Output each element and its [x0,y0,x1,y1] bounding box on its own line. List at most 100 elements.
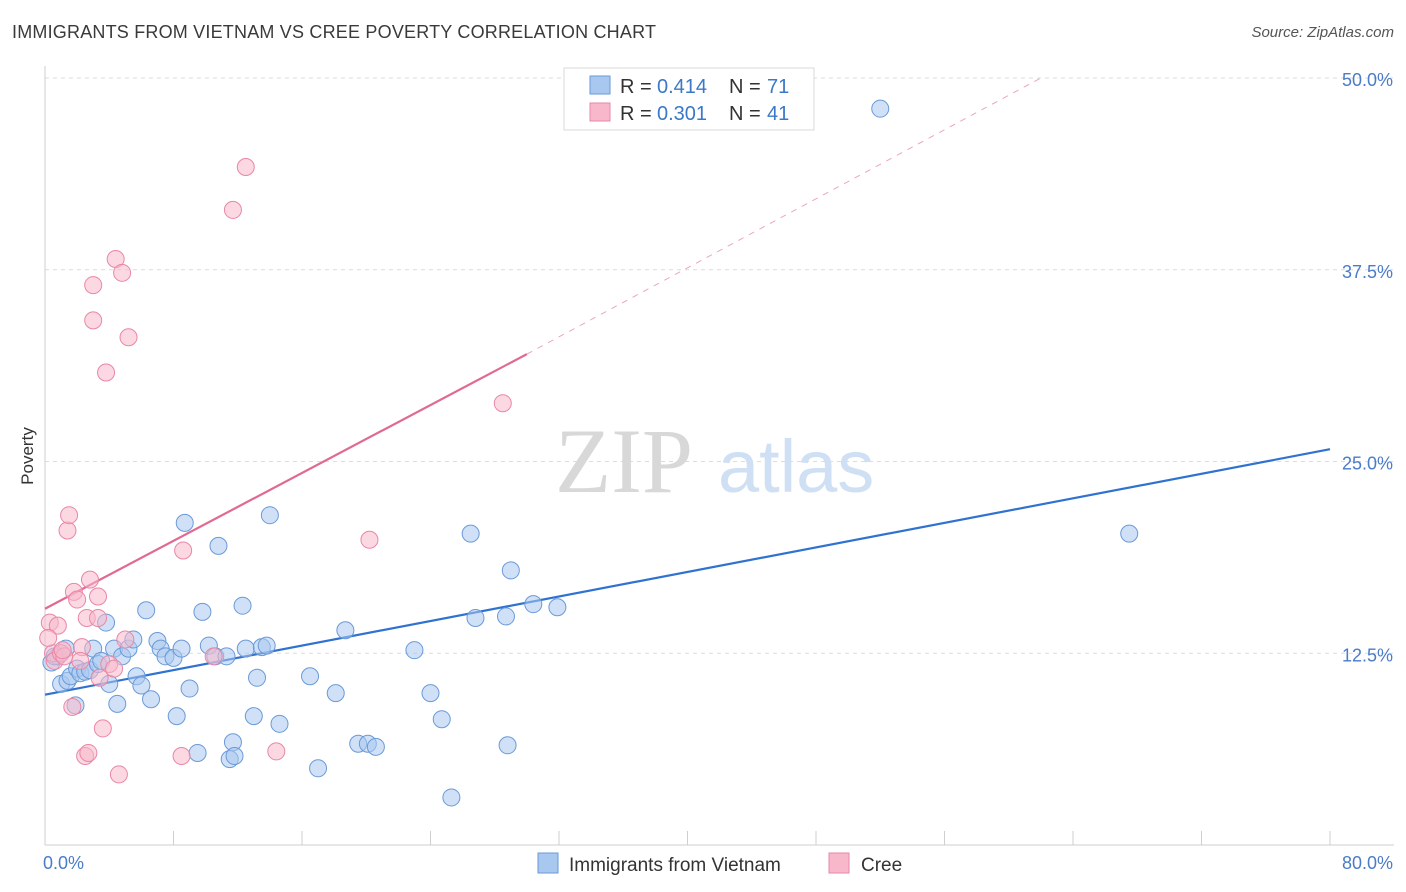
legend-r-value-1: 0.414 [657,76,707,98]
bottom-legend-label-cree: Cree [861,855,902,876]
data-point-series-1 [71,651,90,670]
data-point-series-1 [84,311,103,330]
data-point-series-1 [97,363,116,382]
data-point-series-0 [244,707,263,726]
data-point-series-1 [53,641,72,660]
data-point-series-0 [496,607,515,626]
chart-title: IMMIGRANTS FROM VIETNAM VS CREE POVERTY … [12,22,657,42]
data-point-series-1 [172,747,191,766]
data-point-series-0 [257,636,276,655]
data-point-series-0 [1120,524,1139,543]
data-point-series-1 [80,570,99,589]
data-point-series-0 [209,536,228,555]
data-point-series-0 [336,621,355,640]
data-point-series-1 [105,659,124,678]
data-point-series-1 [58,521,77,540]
legend-n-value-2: 41 [767,103,789,125]
trend-line-extension-1 [526,77,1042,355]
legend-r-label-1: R = [620,76,652,98]
data-point-series-0 [167,707,186,726]
data-point-series-0 [108,694,127,713]
data-point-series-0 [236,639,255,658]
data-point-series-0 [301,667,320,686]
data-point-series-0 [225,747,244,766]
data-point-series-1 [90,668,109,687]
data-point-series-1 [84,276,103,295]
data-point-series-1 [236,157,255,176]
data-point-series-0 [193,602,212,621]
x-tick-label-max: 80.0% [1342,853,1393,873]
data-point-series-1 [39,628,58,647]
data-point-series-1 [204,647,223,666]
data-point-series-0 [405,641,424,660]
data-point-series-1 [267,742,286,761]
legend-r-value-2: 0.301 [657,103,707,125]
data-point-series-1 [174,541,193,560]
data-point-series-0 [309,759,328,778]
axes [44,66,1394,846]
data-point-series-1 [113,263,132,282]
data-point-series-1 [60,506,79,525]
data-point-series-1 [116,630,135,649]
data-point-series-0 [501,561,520,580]
y-axis-label: Poverty [18,427,37,485]
bottom-legend-label-vietnam: Immigrants from Vietnam [569,855,781,876]
data-point-series-0 [132,676,151,695]
data-point-series-1 [119,328,138,347]
legend-n-value-1: 71 [767,76,789,98]
data-point-series-0 [260,506,279,525]
y-tick-label: 12.5% [1342,645,1393,665]
data-point-series-0 [442,788,461,807]
y-tick-label: 37.5% [1342,262,1393,282]
bottom-legend: Immigrants from Vietnam Cree [537,852,902,876]
data-point-series-0 [270,714,289,733]
bottom-legend-swatch-cree [828,852,850,874]
x-tick-label-min: 0.0% [43,853,84,873]
data-point-series-0 [172,639,191,658]
watermark: ZIP atlas [555,410,874,512]
watermark-atlas: atlas [718,425,874,508]
tick-labels: 12.5% 25.0% 37.5% 50.0% 0.0% 80.0% [43,70,1393,873]
data-point-series-0 [188,743,207,762]
legend-n-label-1: N = [729,76,761,98]
data-point-series-1 [63,697,82,716]
data-point-series-0 [466,608,485,627]
data-point-series-0 [142,690,161,709]
data-point-series-0 [432,710,451,729]
legend-r-label-2: R = [620,103,652,125]
data-point-series-1 [48,616,67,635]
bottom-legend-swatch-vietnam [537,852,559,874]
y-tick-label: 50.0% [1342,70,1393,90]
watermark-zip: ZIP [555,410,693,512]
data-points [39,99,1139,807]
data-point-series-1 [493,394,512,413]
data-point-series-0 [233,596,252,615]
chart-source: Source: ZipAtlas.com [1251,24,1394,41]
data-point-series-0 [248,668,267,687]
data-point-series-1 [223,200,242,219]
data-point-series-1 [89,608,108,627]
data-point-series-0 [548,598,567,617]
data-point-series-0 [421,684,440,703]
data-point-series-0 [871,99,890,118]
data-point-series-1 [89,587,108,606]
data-point-series-1 [109,765,128,784]
legend-box: R = 0.414 N = 71 R = 0.301 N = 41 [563,67,815,131]
y-tick-label: 25.0% [1342,454,1393,474]
legend-swatch-vietnam [589,75,611,95]
data-point-series-1 [79,743,98,762]
data-point-series-0 [366,737,385,756]
data-point-series-1 [93,719,112,738]
legend-n-label-2: N = [729,103,761,125]
trend-line-1 [44,353,528,610]
data-point-series-0 [175,513,194,532]
legend-swatch-cree [589,102,611,122]
data-point-series-0 [180,679,199,698]
data-point-series-0 [524,595,543,614]
data-point-series-0 [498,736,517,755]
data-point-series-0 [137,601,156,620]
data-point-series-0 [326,684,345,703]
data-point-series-1 [360,530,379,549]
data-point-series-1 [68,590,87,609]
